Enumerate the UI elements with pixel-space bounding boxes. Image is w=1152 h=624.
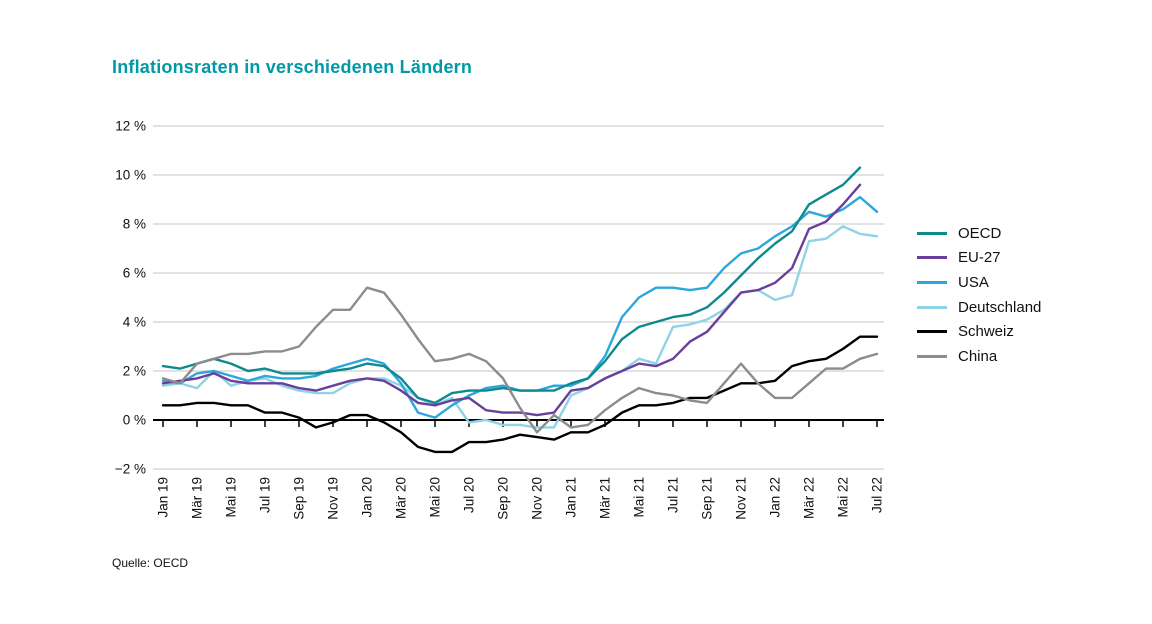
y-axis-tick-label: 8 % (123, 217, 146, 232)
x-axis-tick-label: Mär 19 (190, 477, 205, 519)
legend-item-oecd: OECD (917, 221, 1041, 246)
legend-item-usa: USA (917, 270, 1041, 295)
x-axis-tick-label: Jan 22 (768, 477, 783, 518)
legend-label-deutschland: Deutschland (958, 298, 1042, 316)
x-axis-tick-label: Jan 19 (156, 477, 171, 518)
legend-label-usa: USA (958, 273, 989, 291)
x-axis-tick-label: Mär 21 (598, 477, 613, 519)
x-axis-tick-label: Mär 20 (394, 477, 409, 519)
legend-swatch-oecd (917, 231, 947, 235)
legend-label-oecd: OECD (958, 224, 1002, 242)
x-axis-tick-label: Sep 21 (700, 477, 715, 520)
x-axis-tick-label: Nov 19 (326, 477, 341, 520)
legend-swatch-schweiz (917, 330, 947, 334)
legend-item-deutschland: Deutschland (917, 295, 1041, 320)
legend-swatch-china (917, 354, 947, 358)
x-axis-tick-label: Mai 21 (632, 477, 647, 518)
x-axis-tick-label: Mai 19 (224, 477, 239, 518)
x-axis-tick-label: Mai 20 (428, 477, 443, 518)
x-axis-tick-label: Sep 19 (292, 477, 307, 520)
x-axis-tick-label: Sep 20 (496, 477, 511, 520)
legend-swatch-usa (917, 280, 947, 284)
legend-label-schweiz: Schweiz (958, 323, 1014, 341)
y-axis-tick-label: −2 % (115, 462, 146, 477)
legend-swatch-deutschland (917, 305, 947, 309)
x-axis-tick-label: Jan 20 (360, 477, 375, 518)
legend-label-china: China (958, 347, 998, 365)
legend-swatch-eu27 (917, 256, 947, 260)
chart-legend: OECD EU-27 USA Deutschland Schweiz China (917, 221, 1041, 369)
chart-title: Inflationsraten in verschiedenen Ländern (112, 57, 473, 77)
legend-item-china: China (917, 344, 1041, 369)
source-note: Quelle: OECD (112, 556, 189, 570)
legend-item-schweiz: Schweiz (917, 319, 1041, 344)
line-china (161, 286, 879, 434)
x-axis-tick-label: Jul 21 (666, 477, 681, 513)
line-eu-27 (161, 183, 862, 417)
x-axis-tick-label: Jan 21 (564, 477, 579, 518)
y-axis-tick-label: 6 % (123, 266, 146, 281)
y-axis-tick-label: 12 % (115, 119, 146, 134)
x-axis-tick-label: Mär 22 (802, 477, 817, 519)
y-axis-tick-label: 4 % (123, 315, 146, 330)
x-axis-tick-label: Jul 22 (870, 477, 885, 513)
y-axis-tick-label: 10 % (115, 168, 146, 183)
x-axis-tick-label: Jul 20 (462, 477, 477, 513)
y-axis-tick-label: 2 % (123, 364, 146, 379)
x-axis-tick-label: Nov 21 (734, 477, 749, 520)
x-axis-tick-label: Jul 19 (258, 477, 273, 513)
y-axis-tick-label: 0 % (123, 413, 146, 428)
line-oecd (161, 166, 862, 405)
line-deutschland (161, 225, 879, 429)
legend-label-eu27: EU-27 (958, 249, 1001, 267)
x-axis-tick-label: Nov 20 (530, 477, 545, 520)
legend-item-eu27: EU-27 (917, 246, 1041, 271)
line-usa (161, 195, 879, 419)
x-axis-tick-label: Mai 22 (836, 477, 851, 518)
